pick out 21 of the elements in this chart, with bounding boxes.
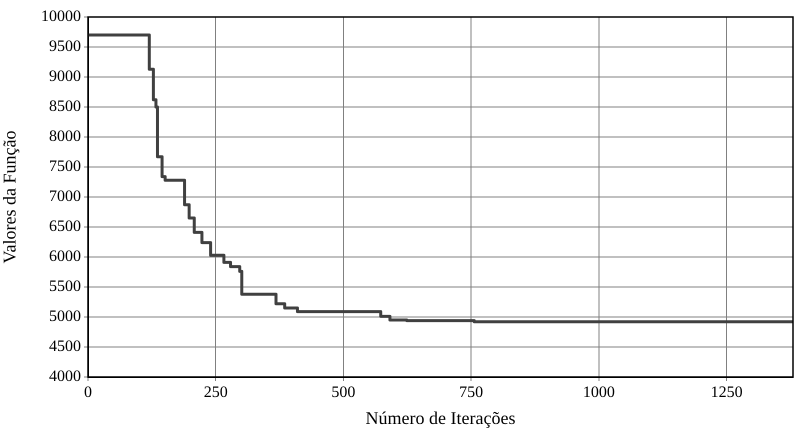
y-tick-label: 9000 [49, 68, 81, 86]
x-axis-title: Número de Iterações [366, 408, 516, 428]
y-tick-label: 8000 [49, 128, 81, 146]
x-tick-label: 500 [331, 384, 356, 401]
y-tick-label: 8500 [49, 98, 81, 116]
x-tick-label: 750 [459, 384, 484, 401]
y-tick-label: 7000 [49, 188, 81, 206]
y-tick-label: 6000 [49, 248, 81, 266]
y-tick-label: 4000 [49, 368, 81, 386]
x-tick-label: 1000 [582, 384, 615, 401]
y-tick-label: 6500 [49, 218, 81, 236]
y-tick-label: 5000 [49, 308, 81, 326]
y-tick-label: 7500 [49, 158, 81, 176]
y-tick-label: 9500 [49, 38, 81, 56]
y-axis-title: Valores da Função [0, 130, 20, 264]
y-tick-label: 4500 [49, 338, 81, 356]
x-tick-label: 1250 [710, 384, 743, 401]
y-tick-label: 5500 [49, 278, 81, 296]
y-tick-label: 10000 [41, 8, 81, 26]
x-tick-label: 250 [204, 384, 228, 401]
x-tick-label: 0 [84, 384, 92, 401]
